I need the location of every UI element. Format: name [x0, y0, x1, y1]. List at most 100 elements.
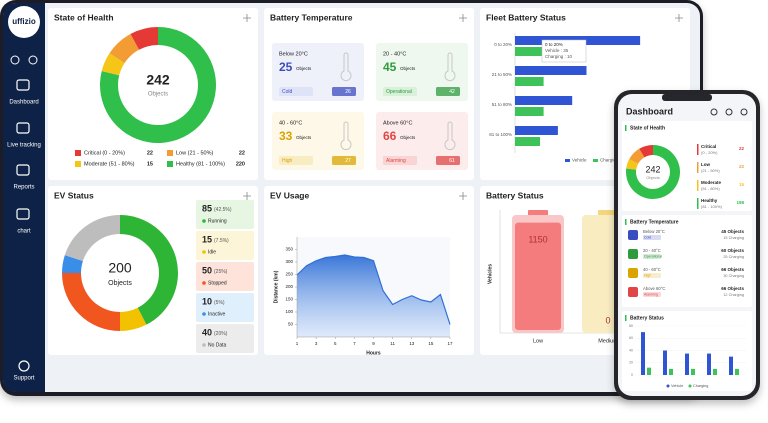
temp-card — [376, 43, 468, 101]
status-dot — [202, 312, 206, 316]
temp-objects: 66 Objects — [721, 267, 744, 272]
battery-fill — [515, 222, 561, 330]
temp-card — [376, 112, 468, 170]
battery-cap — [598, 210, 618, 216]
bar — [515, 66, 587, 75]
donut-segment — [109, 33, 139, 64]
expand-icon — [243, 192, 251, 200]
temp-count: 27 — [345, 158, 351, 164]
expand-icon — [459, 192, 467, 200]
filter-icon — [740, 108, 748, 116]
bar — [515, 107, 544, 116]
y-tick-label: 20 — [629, 361, 633, 365]
nav-item[interactable]: chart — [17, 229, 31, 235]
status-name: Running — [208, 218, 227, 224]
status-value: 10 — [202, 296, 212, 306]
bar — [713, 368, 717, 375]
nav-item[interactable]: Dashboard — [9, 100, 38, 106]
nav-icon — [16, 164, 30, 176]
temp-objects: 45 Objects — [721, 229, 744, 234]
temp-charging: 12 Charging — [723, 293, 744, 297]
panel-title: State of Health — [54, 12, 114, 22]
temp-status: Operational — [386, 89, 412, 95]
donut-segment — [64, 215, 120, 261]
y-tick-label: 350 — [285, 247, 293, 252]
legend-swatch — [697, 144, 699, 155]
bar — [515, 137, 541, 146]
phone-card-title: Battery Status — [630, 315, 664, 321]
temp-count: 42 — [449, 89, 455, 95]
y-axis-label: Distance (km) — [273, 270, 279, 303]
donut-segment — [130, 27, 158, 50]
count-badge — [436, 87, 460, 96]
line — [296, 254, 451, 325]
status-value: 40 — [202, 327, 212, 337]
temp-charging: 15 Charging — [723, 236, 744, 240]
legend-value: 220 — [236, 161, 245, 167]
donut-segment — [120, 215, 178, 325]
nav-icon — [18, 360, 30, 372]
temp-value: 45 — [383, 60, 397, 74]
nav-item[interactable]: Reports — [13, 185, 34, 191]
donut-segment — [629, 148, 645, 164]
temp-status: Alarming — [644, 292, 658, 296]
temp-range: Below 20°C — [643, 229, 665, 234]
thermometer-icon — [444, 121, 456, 150]
status-badge — [279, 156, 313, 165]
bar — [669, 368, 673, 375]
thermometer-icon — [340, 121, 352, 150]
bar — [515, 77, 544, 86]
status-name: Inactive — [208, 311, 225, 317]
status-dot — [202, 281, 206, 285]
bar — [735, 368, 739, 375]
donut-label: Objects — [646, 175, 660, 180]
status-badge — [383, 156, 417, 165]
legend-value: 15 — [147, 161, 153, 167]
legend-swatch — [697, 162, 699, 173]
legend-range: (21 - 50%) — [701, 168, 720, 173]
temp-value: 33 — [279, 129, 293, 143]
expand-icon — [675, 14, 683, 22]
temp-card — [272, 43, 364, 101]
legend-range: (81 - 100%) — [701, 204, 723, 209]
x-tick-label: 7 — [353, 341, 356, 346]
legend-value: 15 — [739, 182, 745, 187]
panel — [48, 8, 258, 180]
category-label: 0 to 20% — [494, 42, 512, 47]
legend-swatch — [75, 161, 81, 167]
legend-swatch — [697, 198, 699, 209]
legend-value: 22 — [739, 146, 745, 151]
temp-range: 20 - 40°C — [383, 51, 406, 57]
status-dot — [202, 343, 206, 347]
nav-item[interactable]: Live tracking — [7, 143, 41, 149]
x-tick-label: 15 — [428, 341, 434, 346]
temp-range: 40 - 60°C — [279, 120, 302, 126]
temp-count: 26 — [345, 89, 351, 95]
legend-label: Charging — [600, 158, 619, 163]
bell-icon — [28, 55, 38, 65]
status-badge — [383, 87, 417, 96]
temp-status: Cold — [644, 235, 651, 239]
legend-label: Healthy (81 - 100%) — [176, 161, 225, 167]
temp-objects: 60 Objects — [721, 248, 744, 253]
x-tick-label: 11 — [390, 341, 395, 346]
bar — [685, 353, 689, 375]
temp-range: Below 20°C — [279, 51, 308, 57]
bar — [647, 367, 651, 375]
y-tick-label: 40 — [629, 348, 633, 352]
nav-item[interactable]: Support — [13, 376, 34, 382]
status-value: 85 — [202, 203, 212, 213]
temp-status: Alarming — [386, 158, 406, 164]
legend-swatch — [167, 161, 173, 167]
status-badge — [643, 254, 661, 259]
status-dot — [202, 250, 206, 254]
donut-segment — [99, 27, 217, 143]
donut-label: Objects — [148, 92, 168, 98]
y-tick-label: 80 — [629, 324, 633, 328]
expand-icon — [459, 14, 467, 22]
temp-range: 20 - 40°C — [643, 248, 661, 253]
profile-icon — [10, 55, 20, 65]
count-badge — [332, 87, 356, 96]
panel-title: Fleet Battery Status — [486, 12, 566, 22]
